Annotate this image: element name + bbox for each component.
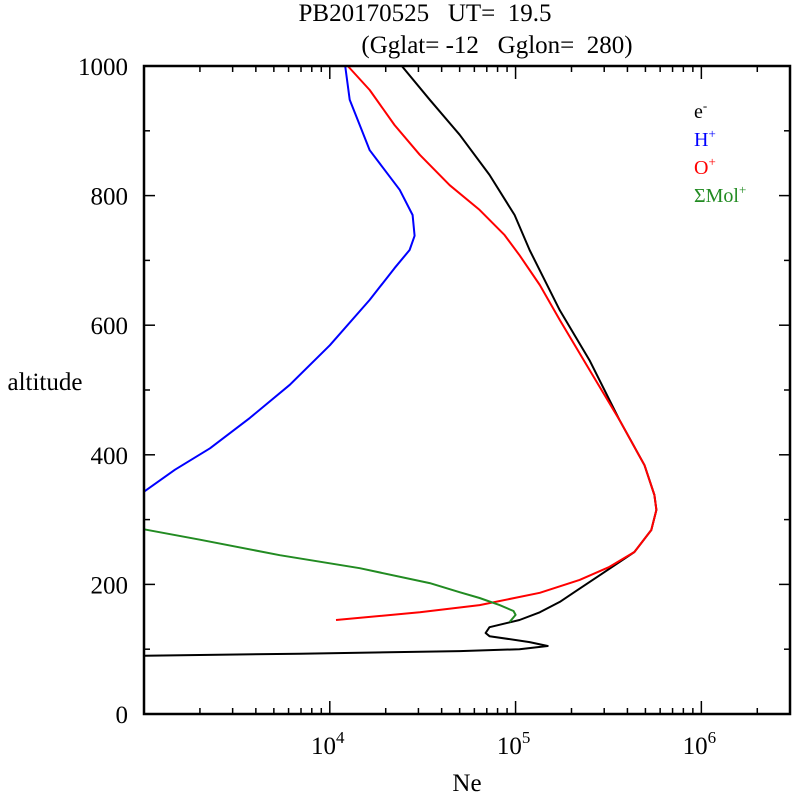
legend-label: ΣMol bbox=[694, 185, 739, 207]
chart-title-line2: (Gglat= -12 Gglon= 280) bbox=[361, 32, 632, 59]
x-tick-label-exponent: 4 bbox=[336, 728, 345, 747]
x-tick-label: 104 bbox=[311, 728, 345, 760]
legend-entry-2: O+ bbox=[694, 154, 716, 179]
series-line-3 bbox=[143, 528, 517, 623]
legend-entry-0: e- bbox=[694, 98, 707, 123]
x-tick-label-base: 10 bbox=[311, 733, 336, 760]
x-tick-label-base: 10 bbox=[683, 733, 708, 760]
y-tick-labels: 0 200 400 600 800 1000 bbox=[78, 54, 128, 729]
x-tick-label: 106 bbox=[683, 728, 717, 760]
series-line-1 bbox=[143, 65, 416, 493]
x-axis-label: Ne bbox=[452, 770, 481, 795]
legend: e-H+O+ΣMol+ bbox=[694, 98, 746, 207]
x-tick-label-exponent: 6 bbox=[708, 728, 717, 747]
y-tick-label: 1000 bbox=[78, 54, 128, 81]
y-tick-label: 800 bbox=[91, 184, 129, 211]
y-axis-label: altitude bbox=[8, 369, 83, 396]
legend-label-superscript: - bbox=[703, 98, 707, 113]
x-tick-label-base: 10 bbox=[497, 733, 522, 760]
x-tick-label-exponent: 5 bbox=[522, 728, 531, 747]
plot-frame bbox=[142, 64, 792, 716]
y-tick-label: 600 bbox=[91, 313, 129, 340]
x-tick-label: 105 bbox=[497, 728, 531, 760]
legend-label-superscript: + bbox=[739, 182, 746, 197]
y-tick-label: 400 bbox=[91, 443, 129, 470]
legend-entry-1: H+ bbox=[694, 126, 716, 151]
legend-label-superscript: + bbox=[708, 154, 715, 169]
legend-entry-3: ΣMol+ bbox=[694, 182, 746, 207]
series-line-2 bbox=[335, 65, 658, 621]
x-tick-labels: 104 105 106 bbox=[311, 728, 716, 760]
y-tick-label: 200 bbox=[91, 572, 129, 599]
series-layer bbox=[143, 65, 658, 657]
legend-label: H bbox=[694, 129, 708, 151]
legend-label: O bbox=[694, 157, 708, 179]
legend-label-superscript: + bbox=[708, 126, 715, 141]
y-tick-label: 0 bbox=[116, 702, 129, 729]
series-line-0 bbox=[143, 65, 658, 657]
legend-label: e bbox=[694, 101, 703, 123]
chart-title-line1: PB20170525 UT= 19.5 bbox=[298, 0, 551, 27]
